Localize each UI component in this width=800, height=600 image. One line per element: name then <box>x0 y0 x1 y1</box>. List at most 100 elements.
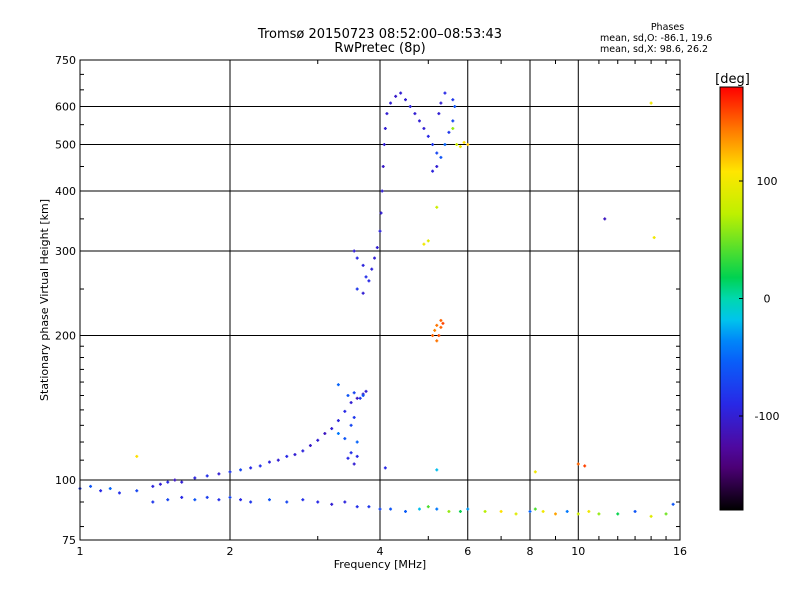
data-point <box>336 432 340 436</box>
data-point <box>597 512 601 516</box>
data-point <box>352 415 356 419</box>
y-tick-label: 400 <box>55 185 76 198</box>
data-point <box>375 246 379 250</box>
data-point <box>355 287 359 291</box>
data-point <box>323 432 327 436</box>
data-point <box>361 394 365 398</box>
data-point <box>443 91 447 95</box>
data-point <box>451 119 455 123</box>
data-point <box>439 318 443 322</box>
data-point <box>633 509 637 513</box>
y-tick-label: 100 <box>55 474 76 487</box>
data-point <box>330 502 334 506</box>
data-point <box>583 464 587 468</box>
data-point <box>355 440 359 444</box>
data-point <box>435 205 439 209</box>
data-point <box>158 482 162 486</box>
data-point <box>99 489 103 493</box>
data-point <box>301 498 305 502</box>
data-point <box>355 505 359 509</box>
data-point <box>671 502 675 506</box>
data-point <box>403 98 407 102</box>
data-point <box>431 143 435 147</box>
phase-o-stats: mean, sd,O: -86.1, 19.6 <box>600 33 713 44</box>
data-point <box>364 389 368 393</box>
data-point <box>352 249 356 253</box>
data-point <box>151 500 155 504</box>
data-point <box>349 401 353 405</box>
data-point <box>379 211 383 215</box>
data-point <box>135 489 139 493</box>
y-tick-label: 500 <box>55 139 76 152</box>
data-point <box>439 101 443 105</box>
data-point <box>166 498 170 502</box>
data-point <box>435 507 439 511</box>
phase-x-stats: mean, sd,X: 98.6, 26.2 <box>600 44 709 55</box>
data-point <box>453 105 457 109</box>
data-point <box>431 334 435 338</box>
data-point <box>89 484 93 488</box>
data-point <box>205 474 209 478</box>
colorbar-label: [deg] <box>715 72 750 87</box>
data-point <box>649 101 653 105</box>
data-point <box>346 456 350 460</box>
data-point <box>417 119 421 123</box>
data-point <box>426 134 430 138</box>
data-point <box>301 449 305 453</box>
data-point <box>193 476 197 480</box>
data-point <box>117 491 121 495</box>
data-point <box>180 480 184 484</box>
data-point <box>435 339 439 343</box>
data-point <box>193 498 197 502</box>
data-point <box>447 130 451 134</box>
data-point <box>466 507 470 511</box>
data-point <box>451 126 455 130</box>
data-point <box>389 101 393 105</box>
data-point <box>649 514 653 518</box>
data-point <box>664 512 668 516</box>
data-point <box>361 263 365 267</box>
data-point <box>358 396 362 400</box>
data-point <box>308 444 312 448</box>
data-point <box>408 105 412 109</box>
data-point <box>336 383 340 387</box>
data-point <box>587 509 591 513</box>
data-point <box>462 140 466 144</box>
y-tick-label: 300 <box>55 245 76 258</box>
data-point <box>217 498 221 502</box>
data-point <box>603 217 607 221</box>
data-point <box>382 143 386 147</box>
y-tick-label: 75 <box>62 534 76 547</box>
data-point <box>267 498 271 502</box>
x-tick-label: 4 <box>377 545 384 558</box>
data-point <box>276 458 280 462</box>
data-point <box>228 470 232 474</box>
data-point <box>378 229 382 233</box>
data-point <box>380 189 384 193</box>
data-point <box>355 396 359 400</box>
data-point <box>383 126 387 130</box>
y-tick-label: 750 <box>55 54 76 67</box>
phase-title: Phases <box>650 22 685 33</box>
data-point <box>576 462 580 466</box>
data-point <box>652 236 656 240</box>
data-point <box>336 419 340 423</box>
data-point <box>389 507 393 511</box>
y-tick-label: 600 <box>55 101 76 114</box>
data-point <box>285 500 289 504</box>
data-point <box>413 112 417 116</box>
data-point <box>431 169 435 173</box>
data-point <box>385 112 389 116</box>
data-point <box>355 454 359 458</box>
data-point <box>330 427 334 431</box>
data-point <box>228 495 232 499</box>
x-tick-label: 2 <box>227 545 234 558</box>
x-tick-label: 6 <box>464 545 471 558</box>
data-point <box>249 466 253 470</box>
data-point <box>437 334 441 338</box>
data-point <box>381 164 385 168</box>
data-point <box>435 468 439 472</box>
colorbar-tick-label: 100 <box>757 175 778 188</box>
data-point <box>151 484 155 488</box>
data-point <box>370 267 374 271</box>
